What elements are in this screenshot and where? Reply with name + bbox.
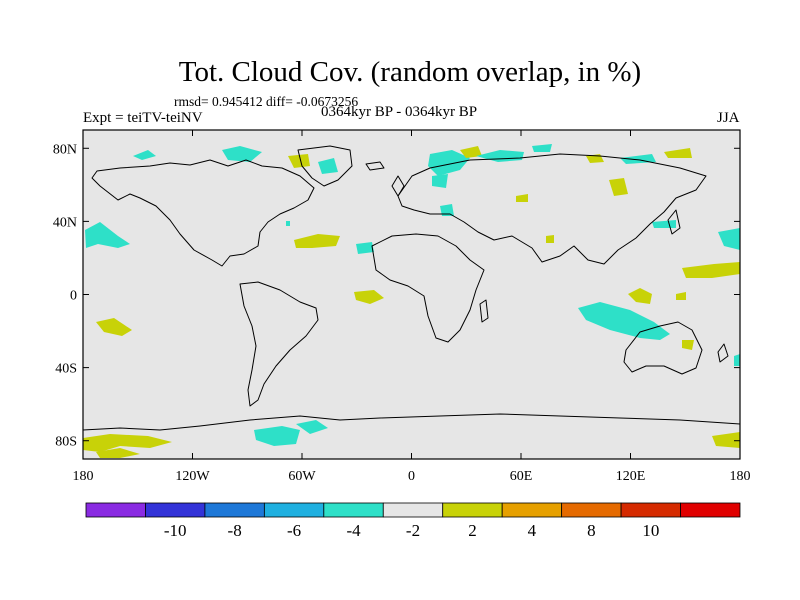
colorbar-label: -10 <box>164 521 187 540</box>
x-tick-label: 0 <box>408 469 415 484</box>
continent-north-america <box>91 159 315 267</box>
colorbar-label: 10 <box>642 521 659 540</box>
y-tick-label: 80S <box>55 435 77 450</box>
continent-australia <box>623 321 703 375</box>
colorbar-swatch <box>442 502 503 518</box>
colorbar-label: -6 <box>287 521 301 540</box>
colorbar-swatch <box>561 502 622 518</box>
y-tick-label: 40S <box>55 362 77 377</box>
y-tick-label: 0 <box>70 289 77 304</box>
stats-line: rmsd= 0.945412 diff= -0.0673256 <box>174 94 359 109</box>
colorbar-swatch <box>620 502 681 518</box>
colorbar-swatch <box>382 502 444 518</box>
colorbar-swatch <box>680 502 741 518</box>
colorbar-swatch <box>263 502 325 518</box>
y-axis: 80N 40N 0 40S 80S <box>53 142 740 450</box>
cloud-difference-patches <box>83 144 740 458</box>
period-label: 0364kyr BP - 0364kyr BP <box>321 104 478 120</box>
colorbar: -10 -8 -6 -4 -2 2 4 8 10 <box>85 502 741 540</box>
colorbar-swatch <box>85 502 146 518</box>
x-tick-label: 120E <box>616 469 646 484</box>
continent-south-america <box>239 281 319 407</box>
colorbar-label: -4 <box>346 521 361 540</box>
colorbar-label: -2 <box>406 521 420 540</box>
colorbar-swatch <box>145 502 206 518</box>
coast-antarctica <box>82 413 741 431</box>
island-britain <box>391 175 405 197</box>
x-tick-label: 180 <box>730 469 751 484</box>
y-tick-label: 80N <box>53 142 77 157</box>
season-label: JJA <box>717 110 740 126</box>
x-tick-label: 120W <box>175 469 210 484</box>
island-new-zealand <box>717 343 729 363</box>
colorbar-label: 8 <box>587 521 596 540</box>
island-japan <box>667 209 681 235</box>
x-tick-label: 60W <box>288 469 316 484</box>
coastlines <box>82 145 741 431</box>
colorbar-swatch <box>501 502 563 518</box>
continent-eurasia <box>397 153 707 265</box>
experiment-label: Expt = teiTV-teiNV <box>83 110 203 126</box>
x-tick-label: 60E <box>510 469 533 484</box>
continent-greenland <box>297 145 353 187</box>
colorbar-label: 4 <box>528 521 537 540</box>
plot-title: Tot. Cloud Cov. (random overlap, in %) <box>178 56 642 88</box>
y-tick-label: 40N <box>53 215 77 230</box>
colorbar-label: 2 <box>468 521 477 540</box>
x-axis: 180 120W 60W 0 60E 120E 180 <box>73 130 751 484</box>
continent-africa <box>371 233 485 343</box>
x-tick-label: 180 <box>73 469 94 484</box>
colorbar-swatch <box>204 502 265 518</box>
island-iceland <box>365 161 385 171</box>
island-madagascar <box>479 299 489 323</box>
colorbar-label: -8 <box>228 521 242 540</box>
colorbar-swatch <box>323 502 384 518</box>
